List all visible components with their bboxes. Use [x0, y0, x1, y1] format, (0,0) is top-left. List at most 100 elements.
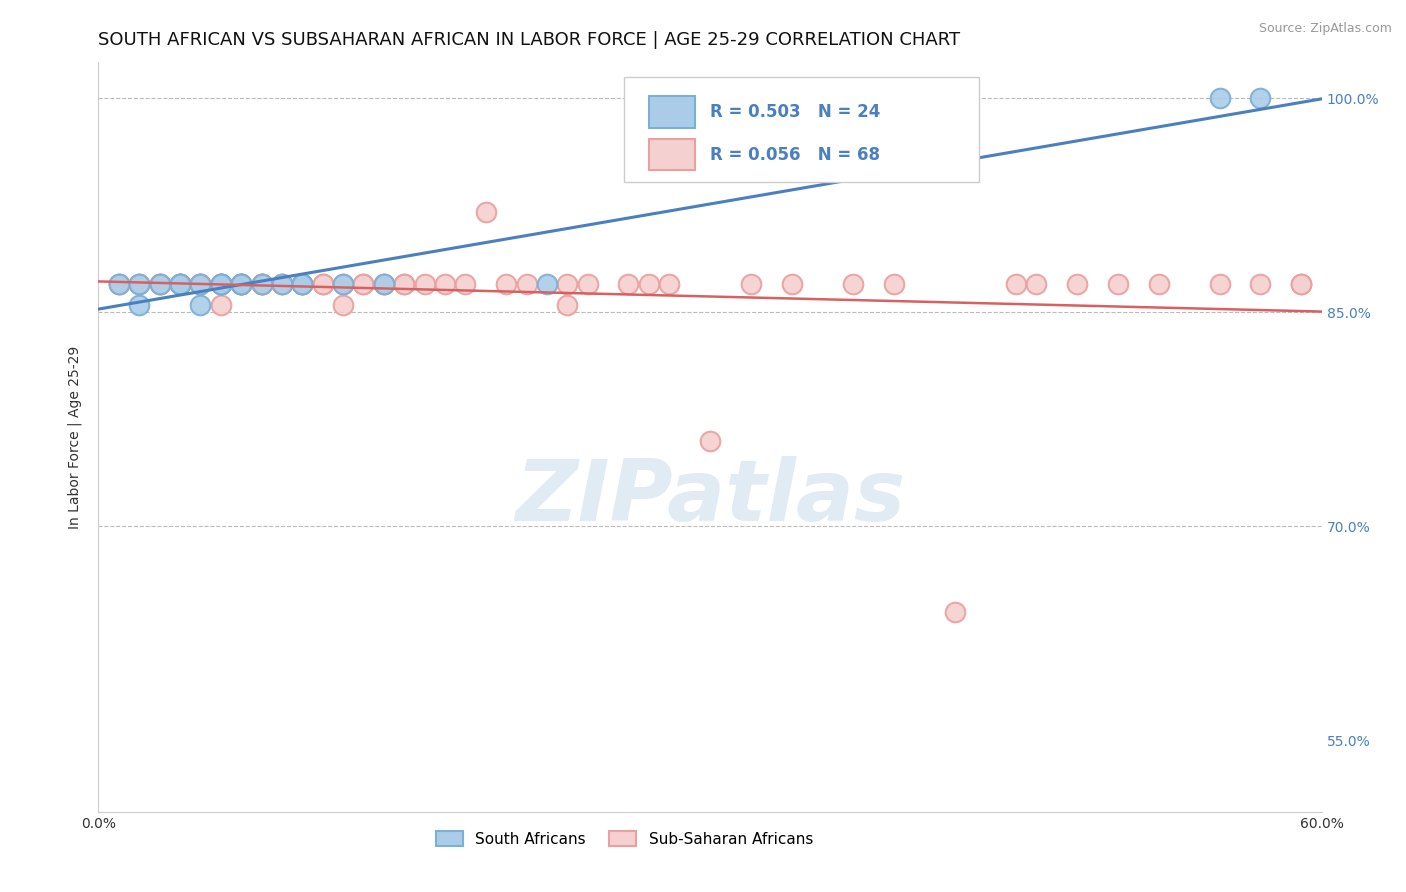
Point — [291, 277, 314, 291]
Point — [108, 277, 131, 291]
Point — [108, 277, 131, 291]
Point — [128, 277, 150, 291]
Point — [231, 277, 253, 291]
Point — [392, 277, 416, 291]
Point — [231, 277, 253, 291]
Point — [128, 298, 150, 312]
FancyBboxPatch shape — [648, 96, 696, 128]
Point — [740, 277, 762, 291]
Point — [373, 277, 395, 291]
Point — [576, 277, 599, 291]
Point — [270, 277, 294, 291]
Point — [250, 277, 273, 291]
Point — [1209, 277, 1232, 291]
Point — [1066, 277, 1088, 291]
Point — [169, 277, 191, 291]
Point — [413, 277, 436, 291]
Point — [699, 434, 721, 448]
Point — [291, 277, 314, 291]
Point — [434, 277, 457, 291]
Text: Source: ZipAtlas.com: Source: ZipAtlas.com — [1258, 22, 1392, 36]
Point — [332, 277, 354, 291]
Point — [169, 277, 191, 291]
Point — [617, 277, 640, 291]
Point — [555, 277, 579, 291]
Point — [169, 277, 191, 291]
Point — [373, 277, 395, 291]
Point — [312, 277, 335, 291]
Point — [149, 277, 172, 291]
Text: ZIPatlas: ZIPatlas — [515, 456, 905, 539]
Point — [128, 277, 150, 291]
Point — [454, 277, 477, 291]
FancyBboxPatch shape — [648, 139, 696, 170]
Point — [149, 277, 172, 291]
Point — [658, 277, 681, 291]
Point — [1147, 277, 1170, 291]
Point — [883, 277, 905, 291]
Text: R = 0.503   N = 24: R = 0.503 N = 24 — [710, 103, 880, 121]
Point — [250, 277, 273, 291]
Point — [250, 277, 273, 291]
Point — [231, 277, 253, 291]
Point — [1291, 277, 1313, 291]
Point — [149, 277, 172, 291]
Point — [474, 205, 498, 219]
Point — [209, 298, 232, 312]
Point — [108, 277, 131, 291]
Point — [332, 298, 354, 312]
Point — [291, 277, 314, 291]
Point — [291, 277, 314, 291]
Point — [128, 277, 150, 291]
Y-axis label: In Labor Force | Age 25-29: In Labor Force | Age 25-29 — [67, 345, 83, 529]
Point — [516, 277, 538, 291]
Point — [188, 277, 212, 291]
Point — [169, 277, 191, 291]
Point — [169, 277, 191, 291]
Point — [209, 277, 232, 291]
Point — [209, 277, 232, 291]
Point — [373, 277, 395, 291]
Legend: South Africans, Sub-Saharan Africans: South Africans, Sub-Saharan Africans — [430, 824, 820, 853]
Point — [943, 605, 966, 619]
Point — [841, 277, 863, 291]
Point — [231, 277, 253, 291]
Point — [291, 277, 314, 291]
Point — [188, 277, 212, 291]
Point — [312, 277, 335, 291]
Point — [149, 277, 172, 291]
Point — [536, 277, 558, 291]
Point — [209, 277, 232, 291]
Text: R = 0.056   N = 68: R = 0.056 N = 68 — [710, 145, 880, 163]
Point — [231, 277, 253, 291]
Point — [231, 277, 253, 291]
Point — [352, 277, 374, 291]
Point — [332, 277, 354, 291]
Point — [1004, 277, 1026, 291]
Point — [352, 277, 374, 291]
Point — [209, 277, 232, 291]
Point — [1209, 91, 1232, 105]
Point — [1249, 277, 1271, 291]
Point — [1291, 277, 1313, 291]
Point — [270, 277, 294, 291]
Point — [231, 277, 253, 291]
Point — [250, 277, 273, 291]
Point — [555, 298, 579, 312]
Point — [637, 277, 661, 291]
Point — [495, 277, 517, 291]
Point — [250, 277, 273, 291]
Point — [1249, 91, 1271, 105]
Point — [780, 277, 803, 291]
Point — [392, 277, 416, 291]
Point — [188, 277, 212, 291]
Point — [1107, 277, 1129, 291]
Point — [209, 277, 232, 291]
Point — [169, 277, 191, 291]
Point — [270, 277, 294, 291]
Text: SOUTH AFRICAN VS SUBSAHARAN AFRICAN IN LABOR FORCE | AGE 25-29 CORRELATION CHART: SOUTH AFRICAN VS SUBSAHARAN AFRICAN IN L… — [98, 31, 960, 49]
Point — [188, 298, 212, 312]
Point — [188, 277, 212, 291]
Point — [188, 277, 212, 291]
Point — [1025, 277, 1047, 291]
